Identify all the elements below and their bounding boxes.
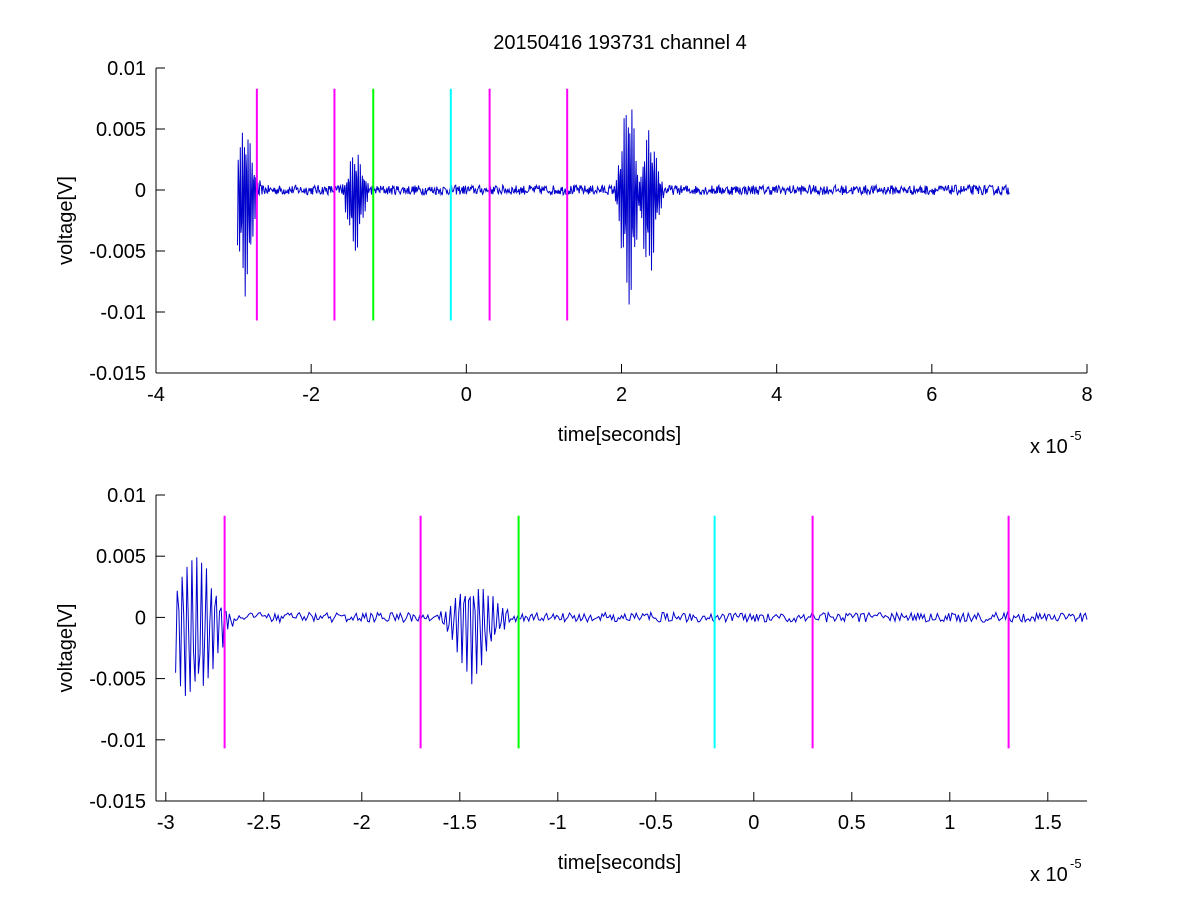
x-tick-label: 1 (944, 812, 955, 834)
y-tick-label: 0.005 (96, 546, 146, 568)
bottom-plot: -0.015 -0.01 -0.005 0 0.005 0.01 -3 -2.5 -2 -1.5 -… (55, 485, 1088, 886)
x-tick-label: 0 (461, 384, 472, 406)
figure-title: 20150416 193731 channel 4 (493, 32, 747, 54)
x-tick-label: -1 (549, 812, 567, 834)
x-tick-label: -4 (147, 384, 165, 406)
y-tick-label: 0.01 (107, 485, 146, 507)
x-tick-label: -1.5 (443, 812, 477, 834)
signal-series-line (175, 557, 1088, 697)
x-tick-label: 2 (616, 384, 627, 406)
top-plot: -0.015 -0.01 -0.005 0 0.005 0.01 -4 -2 0 2 4 6 8 time… (55, 58, 1093, 458)
x-tick-label: 0 (748, 812, 759, 834)
x-tick-label: 6 (926, 384, 937, 406)
y-tick-label: 0.01 (107, 58, 146, 80)
x-tick-label: -2 (302, 384, 320, 406)
y-tick-label: -0.015 (89, 791, 146, 813)
y-tick-label: 0 (135, 180, 146, 202)
x-tick-label: -3 (157, 812, 175, 834)
x-axis-title: time[seconds] (558, 424, 681, 446)
y-tick-label: 0.005 (96, 119, 146, 141)
x-axis-title: time[seconds] (558, 852, 681, 874)
x-tick-label: 0.5 (838, 812, 866, 834)
x-tick-label: -0.5 (639, 812, 673, 834)
y-tick-label: -0.01 (100, 730, 146, 752)
x-tick-label: -2.5 (247, 812, 281, 834)
y-axis-title: voltage[V] (55, 176, 77, 265)
x-tick-label: -2 (353, 812, 371, 834)
y-tick-label: 0 (135, 607, 146, 629)
x-exponent-power: -5 (1070, 856, 1082, 871)
y-axis-title: voltage[V] (55, 604, 77, 693)
x-exponent-power: -5 (1070, 428, 1082, 443)
x-tick-label: 1.5 (1034, 812, 1062, 834)
x-exponent-label: x 10 (1030, 864, 1068, 886)
y-tick-label: -0.015 (89, 363, 146, 385)
y-tick-label: -0.005 (89, 669, 146, 691)
x-exponent-label: x 10 (1030, 436, 1068, 458)
y-tick-label: -0.01 (100, 302, 146, 324)
x-tick-label: 8 (1081, 384, 1092, 406)
signal-series-line (237, 109, 1010, 305)
y-tick-label: -0.005 (89, 241, 146, 263)
x-tick-label: 4 (771, 384, 782, 406)
